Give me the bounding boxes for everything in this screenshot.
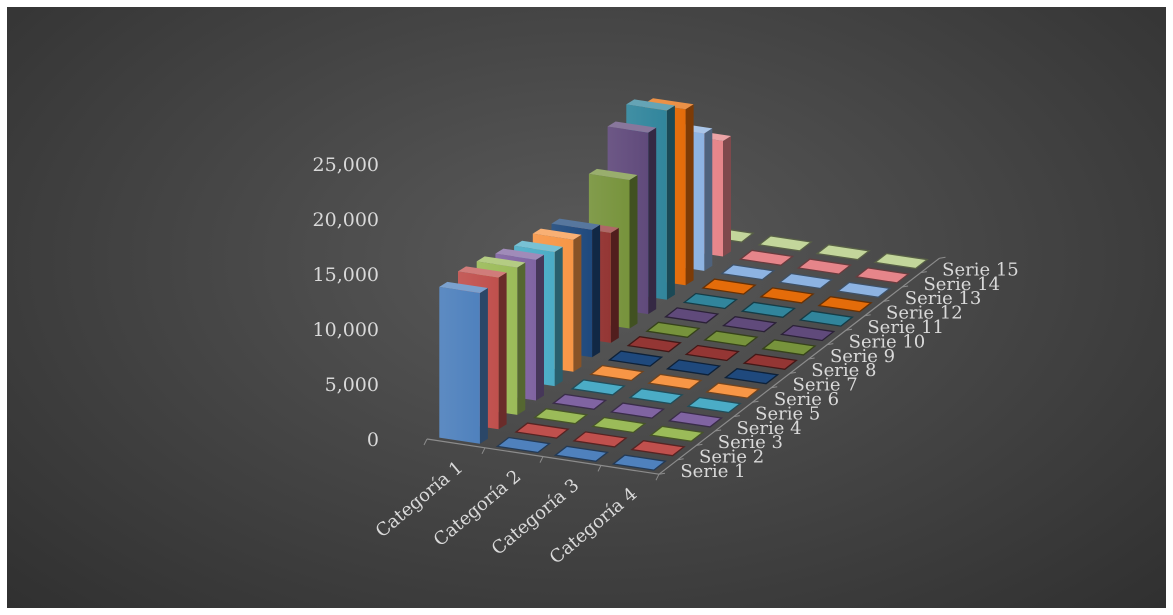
series-label: Serie 1 xyxy=(680,461,745,482)
chart-area: 0 5,000 10,000 15,000 20,000 25,000 Categoría … xyxy=(7,7,1166,608)
bar xyxy=(663,307,720,324)
bar xyxy=(495,436,552,454)
series-axis-tick xyxy=(696,443,703,446)
bar xyxy=(815,244,871,261)
series-axis-tick xyxy=(827,343,834,346)
series-axis-tick xyxy=(939,256,946,259)
bar xyxy=(873,252,929,270)
series-axis-tick xyxy=(845,328,853,331)
series-label: Serie 9 xyxy=(830,346,895,367)
series-label: Serie 4 xyxy=(736,418,801,439)
bar xyxy=(703,330,759,347)
bar xyxy=(628,388,684,405)
y-tick-label: 5,000 xyxy=(325,374,379,396)
3d-column-chart: 05,00010,00015,00020,00025,000Categoría … xyxy=(313,98,1019,568)
series-label: Serie 6 xyxy=(774,389,839,410)
bar xyxy=(779,324,836,342)
series-label: Serie 2 xyxy=(699,447,764,468)
category-axis-tick xyxy=(539,456,544,463)
series-axis-tick xyxy=(752,400,759,403)
series-axis-tick xyxy=(677,458,684,461)
series-label: Serie 11 xyxy=(867,317,944,338)
y-tick-label: 10,000 xyxy=(313,319,379,341)
bar xyxy=(759,287,815,304)
category-axis-tick xyxy=(423,438,428,446)
series-axis-tick xyxy=(864,314,871,317)
bar xyxy=(609,402,666,419)
bar xyxy=(591,416,647,434)
y-tick-label: 25,000 xyxy=(313,154,379,176)
bar xyxy=(720,264,776,281)
bar xyxy=(626,336,682,353)
series-label: Serie 14 xyxy=(923,274,1000,295)
series-axis-tick xyxy=(771,386,778,389)
bar xyxy=(798,310,855,327)
series-axis-tick xyxy=(733,415,740,418)
bar xyxy=(740,301,797,318)
bar xyxy=(570,379,626,396)
bar xyxy=(645,321,701,338)
bar xyxy=(439,281,488,444)
bar xyxy=(686,396,742,414)
bar xyxy=(649,425,705,442)
y-tick-label: 15,000 xyxy=(313,264,379,286)
series-label: Serie 8 xyxy=(811,360,876,381)
bar xyxy=(589,364,645,382)
chart-bars xyxy=(439,98,929,471)
series-axis-tick xyxy=(883,299,890,302)
category-axis-tick xyxy=(655,473,660,481)
bar xyxy=(757,235,813,252)
series-label: Serie 7 xyxy=(793,375,858,396)
bar xyxy=(533,408,589,425)
series-axis-tick xyxy=(920,271,927,274)
category-axis-tick xyxy=(597,465,602,472)
bar xyxy=(647,373,703,390)
bar xyxy=(817,296,873,313)
series-axis-tick xyxy=(789,371,796,374)
y-tick-label: 20,000 xyxy=(313,209,379,231)
series-axis-tick xyxy=(715,429,722,432)
bar xyxy=(738,249,795,266)
bar xyxy=(607,350,664,367)
bar xyxy=(630,440,686,457)
bar xyxy=(572,431,628,448)
series-label: Serie 10 xyxy=(849,331,926,352)
bar xyxy=(836,281,892,298)
series-label: Serie 15 xyxy=(942,259,1019,280)
bar xyxy=(705,382,761,399)
bar xyxy=(701,278,757,295)
series-label: Serie 3 xyxy=(718,432,783,453)
series-label: Serie 13 xyxy=(905,288,982,309)
bar xyxy=(721,316,778,333)
series-label: Serie 5 xyxy=(755,403,820,424)
bar xyxy=(682,292,739,310)
bar xyxy=(667,411,724,428)
bar xyxy=(796,258,853,275)
category-axis-tick xyxy=(481,447,486,455)
series-axis-tick xyxy=(808,357,815,360)
series-axis-tick xyxy=(658,472,666,475)
bar xyxy=(684,344,740,362)
bar xyxy=(854,267,911,284)
series-axis-line xyxy=(658,257,940,475)
bar xyxy=(665,359,722,376)
bar xyxy=(553,445,610,462)
chart-axes xyxy=(423,256,946,481)
bar xyxy=(611,454,668,471)
series-label: Serie 12 xyxy=(886,303,963,324)
bar xyxy=(742,353,798,370)
bar xyxy=(723,368,780,385)
bar xyxy=(761,339,817,356)
bar xyxy=(778,272,834,290)
y-tick-label: 0 xyxy=(367,429,379,451)
series-axis-tick xyxy=(902,285,909,288)
bar xyxy=(551,393,608,410)
bar xyxy=(514,422,570,439)
